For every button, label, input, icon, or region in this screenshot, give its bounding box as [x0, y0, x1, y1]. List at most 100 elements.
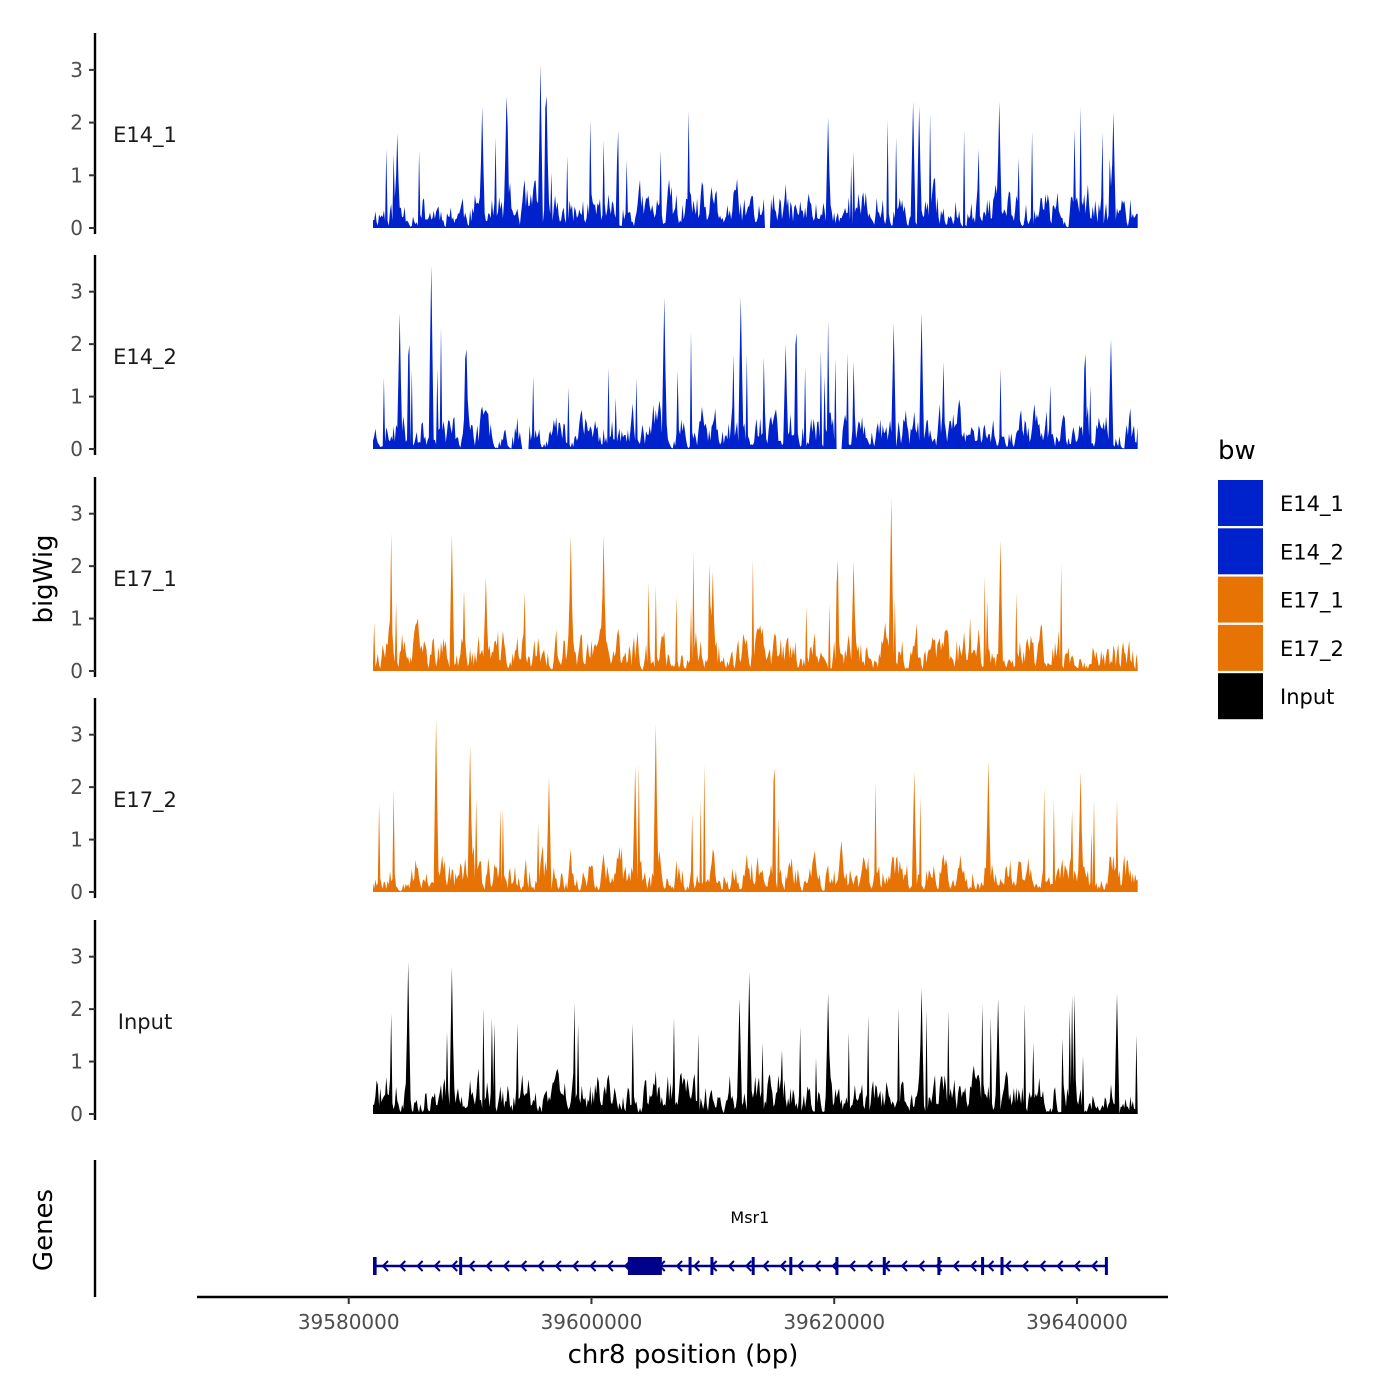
y-tick-label: 1 — [70, 385, 83, 409]
legend-swatch — [1218, 528, 1263, 575]
track-input: 0 1 2 3 Input — [70, 920, 1138, 1126]
x-tick-label: 39600000 — [541, 1310, 643, 1334]
strand-arrow — [554, 1260, 562, 1272]
legend-label: E17_2 — [1280, 637, 1344, 662]
legend-swatch — [1218, 576, 1263, 623]
gene-exon — [1000, 1257, 1004, 1275]
gene-exon — [835, 1257, 839, 1275]
y-tick-label: 0 — [70, 216, 83, 240]
strand-arrow — [1004, 1260, 1012, 1272]
gene-name-label: Msr1 — [730, 1208, 769, 1227]
coverage-area-e14-1 — [373, 64, 1138, 228]
track-label: E17_1 — [113, 567, 177, 592]
track-label: E14_2 — [113, 345, 177, 370]
strand-arrow — [814, 1260, 822, 1272]
gene-exon — [688, 1257, 692, 1275]
strand-arrow — [848, 1260, 856, 1272]
strand-arrow — [675, 1260, 683, 1272]
y-tick-label: 2 — [70, 332, 83, 356]
strand-arrow — [433, 1260, 441, 1272]
track-e14-2: 0 1 2 3 E14_2 — [70, 255, 1138, 461]
legend-label: E14_1 — [1280, 492, 1344, 517]
strand-arrow — [1021, 1260, 1029, 1272]
gene-exon — [372, 1257, 377, 1275]
legend-label: E17_1 — [1280, 589, 1344, 614]
y-axis-title: bigWig — [29, 534, 59, 623]
strand-arrow — [762, 1260, 770, 1272]
y-tick-label: 3 — [70, 945, 83, 969]
strand-arrow — [450, 1260, 458, 1272]
strand-arrow — [537, 1260, 545, 1272]
bigwig-tracks: 0 1 2 3 E14_1 0 1 2 3 E14_2 0 1 2 3 E17_1 0 1 2 3 E17_2 0 1 2 3… — [70, 33, 1138, 1126]
y-tick-label: 3 — [70, 723, 83, 747]
x-tick-label: 39580000 — [298, 1310, 400, 1334]
strand-arrow — [1073, 1260, 1081, 1272]
x-tick-label: 39620000 — [783, 1310, 885, 1334]
legend-swatch — [1218, 624, 1263, 671]
strand-arrow — [692, 1260, 701, 1272]
y-tick-label: 2 — [70, 997, 83, 1021]
gene-exon — [710, 1257, 714, 1275]
strand-arrow — [468, 1260, 476, 1272]
legend-label: E14_2 — [1280, 540, 1344, 565]
strand-arrow — [1056, 1260, 1064, 1272]
track-label: E14_1 — [113, 123, 177, 148]
track-label: Input — [118, 1010, 172, 1034]
y-tick-label: 2 — [70, 111, 83, 135]
coverage-area-e17-1 — [373, 498, 1138, 671]
coverage-area-input — [373, 961, 1138, 1114]
y-tick-label: 3 — [70, 58, 83, 82]
x-tick-label: 39640000 — [1026, 1310, 1128, 1334]
strand-arrow — [727, 1260, 735, 1272]
coverage-area-e14-2 — [373, 265, 1138, 449]
gene-exon — [981, 1257, 985, 1275]
y-tick-label: 1 — [70, 1050, 83, 1074]
strand-arrow — [502, 1260, 510, 1272]
strand-arrow — [571, 1260, 580, 1272]
strand-arrow — [416, 1260, 424, 1272]
strand-arrow — [865, 1260, 874, 1272]
y-tick-label: 0 — [70, 880, 83, 904]
strand-arrow — [969, 1260, 977, 1272]
strand-arrow — [779, 1260, 787, 1272]
y-tick-label: 3 — [70, 502, 83, 526]
y-tick-label: 1 — [70, 163, 83, 187]
legend: bw E14_1 E14_2 E17_1 E17_2 Input — [1218, 436, 1344, 720]
strand-arrow — [606, 1260, 614, 1272]
gene-exon — [627, 1257, 662, 1275]
strand-arrow — [987, 1260, 995, 1272]
legend-label: Input — [1280, 685, 1334, 709]
gene-track-panel: Msr1 — [93, 1160, 1108, 1297]
strand-arrow — [744, 1260, 753, 1272]
strand-arrow — [1038, 1260, 1047, 1272]
strand-arrow — [952, 1260, 960, 1272]
coverage-area-e17-2 — [373, 719, 1138, 892]
track-e14-1: 0 1 2 3 E14_1 — [70, 33, 1138, 240]
gene-exon — [751, 1257, 755, 1275]
strand-arrow — [398, 1260, 407, 1272]
y-tick-label: 0 — [70, 659, 83, 683]
y-tick-label: 2 — [70, 775, 83, 799]
legend-swatch — [1218, 480, 1263, 526]
strand-arrow — [917, 1260, 926, 1272]
gene-exon — [459, 1257, 463, 1275]
track-e17-2: 0 1 2 3 E17_2 — [70, 698, 1138, 904]
track-label: E17_2 — [113, 788, 177, 813]
gene-exon — [937, 1257, 941, 1275]
y-tick-label: 0 — [70, 437, 83, 461]
strand-arrow — [485, 1260, 493, 1272]
gene-exon — [789, 1257, 793, 1275]
legend-swatch — [1218, 673, 1263, 720]
legend-title: bw — [1218, 436, 1256, 466]
gene-exon — [1104, 1257, 1108, 1275]
x-axis: 39580000 39600000 39620000 39640000 — [197, 1295, 1168, 1334]
strand-arrow — [381, 1260, 389, 1272]
y-tick-label: 1 — [70, 828, 83, 852]
y-tick-label: 2 — [70, 554, 83, 578]
strand-arrow — [1090, 1260, 1099, 1272]
y-tick-label: 0 — [70, 1102, 83, 1126]
strand-arrow — [589, 1260, 597, 1272]
x-axis-title: chr8 position (bp) — [568, 1340, 799, 1370]
y-tick-label: 1 — [70, 607, 83, 631]
